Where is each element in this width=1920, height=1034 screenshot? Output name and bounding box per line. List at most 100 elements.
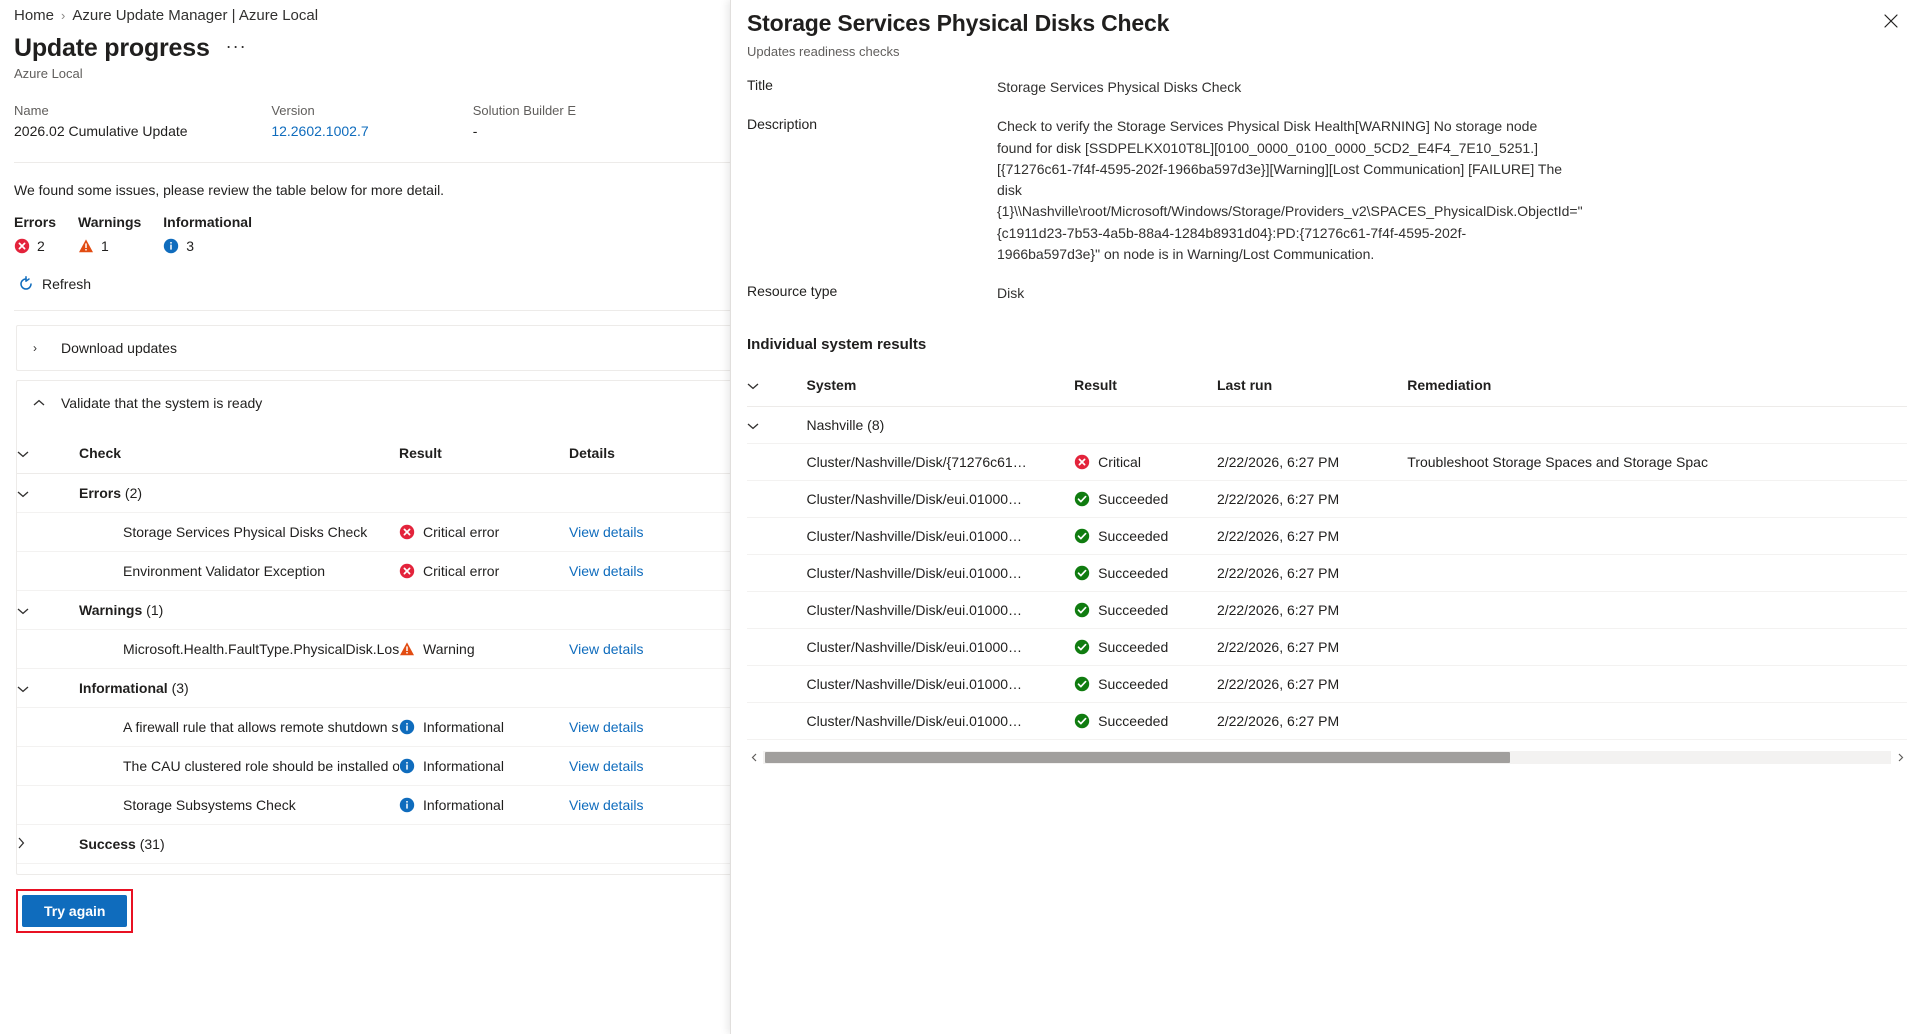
check-result: Informational (399, 785, 569, 825)
row-end-spacer (729, 512, 730, 552)
results-horizontal-scrollbar[interactable] (747, 750, 1907, 765)
view-details-link[interactable]: View details (569, 524, 644, 540)
accordion-validate-system-label: Validate that the system is ready (61, 395, 263, 411)
table-row[interactable]: Cluster/Nashville/Disk/eui.01000… Succee… (747, 517, 1907, 556)
check-group-toggle[interactable] (17, 824, 79, 864)
checks-table: Check Result Details (17, 439, 730, 864)
check-result-label: Informational (423, 719, 504, 735)
breadcrumb-separator-icon: › (61, 8, 66, 23)
breadcrumb-current[interactable]: Azure Update Manager | Azure Local (72, 7, 319, 24)
checks-col-result: Result (399, 439, 569, 474)
table-row[interactable]: A firewall rule that allows remote shutd… (17, 707, 730, 747)
result-status: Succeeded (1074, 628, 1217, 667)
counter-errors-value-row: 2 (14, 238, 56, 254)
result-status-label: Succeeded (1098, 713, 1169, 730)
more-options-button[interactable]: ··· (225, 35, 247, 56)
check-group-row[interactable]: Errors (2) (17, 473, 730, 513)
scroll-left-icon[interactable] (747, 750, 761, 764)
result-status: Critical (1074, 443, 1217, 482)
table-row[interactable]: Storage Services Physical Disks Check Cr… (17, 512, 730, 552)
check-group-row[interactable]: Success (31) (17, 824, 730, 864)
success-check-icon (1074, 676, 1090, 692)
table-row[interactable]: The CAU clustered role should be install… (17, 746, 730, 786)
chevron-down-icon (747, 419, 759, 433)
table-row[interactable]: Environment Validator Exception Critical… (17, 551, 730, 591)
view-details-link[interactable]: View details (569, 641, 644, 657)
check-group-toggle[interactable] (17, 590, 79, 630)
results-group-toggle[interactable] (747, 406, 807, 445)
page-subtitle: Azure Local (14, 66, 83, 81)
table-row[interactable]: Cluster/Nashville/Disk/eui.01000… Succee… (747, 665, 1907, 704)
scroll-right-icon[interactable] (1893, 750, 1907, 764)
field-description: Description Check to verify the Storage … (731, 116, 1920, 265)
scrollbar-track[interactable] (763, 750, 1891, 764)
table-row[interactable]: Cluster/Nashville/Disk/eui.01000… Succee… (747, 591, 1907, 630)
meta-version-value[interactable]: 12.2602.1002.7 (271, 123, 369, 139)
result-lastrun: 2/22/2026, 6:27 PM (1216, 517, 1408, 556)
toolbar: Refresh (0, 254, 730, 296)
table-row[interactable]: Storage Subsystems Check Informational (17, 785, 730, 825)
results-col-result: Result (1074, 371, 1217, 408)
counter-informational-label: Informational (163, 214, 252, 230)
result-lastrun: 2/22/2026, 6:27 PM (1216, 702, 1408, 741)
accordion-validate-system-header[interactable]: Validate that the system is ready (17, 381, 730, 425)
check-result-label: Warning (423, 641, 475, 657)
toolbar-divider (14, 310, 730, 311)
check-group-row[interactable]: Informational (3) (17, 668, 730, 708)
counter-informational-value-row: 3 (163, 238, 252, 254)
checks-col-check: Check (79, 439, 399, 474)
field-description-value: Check to verify the Storage Services Phy… (997, 118, 1583, 262)
view-details-link[interactable]: View details (569, 797, 644, 813)
chevron-down-icon (17, 487, 29, 501)
check-group-name: Informational (79, 680, 168, 696)
view-details-link[interactable]: View details (569, 719, 644, 735)
counter-warnings-value-row: 1 (78, 238, 141, 254)
checks-expand-all-toggle[interactable] (17, 439, 79, 474)
accordion-download-updates-header[interactable]: › Download updates (17, 326, 730, 370)
checks-table-rows: Errors (2) Storage Services Physical Dis… (17, 473, 730, 864)
result-status-label: Succeeded (1098, 602, 1169, 619)
table-row[interactable]: Cluster/Nashville/Disk/eui.01000… Succee… (747, 554, 1907, 593)
breadcrumb-home[interactable]: Home (14, 7, 55, 24)
table-row[interactable]: Cluster/Nashville/Disk/{71276c61… Critic… (747, 443, 1907, 482)
results-table-wrap: System Result Last run Remediation Nash (747, 371, 1907, 741)
view-details-link[interactable]: View details (569, 758, 644, 774)
check-group-toggle[interactable] (17, 473, 79, 513)
results-col-system: System (806, 371, 1075, 408)
result-status: Succeeded (1074, 702, 1217, 741)
check-group-row[interactable]: Warnings (1) (17, 590, 730, 630)
results-expand-all-toggle[interactable] (747, 371, 807, 408)
refresh-button[interactable]: Refresh (16, 272, 97, 296)
success-check-icon (1074, 639, 1090, 655)
chevron-down-icon (17, 447, 29, 461)
table-row[interactable]: Microsoft.Health.FaultType.PhysicalDisk.… (17, 629, 730, 669)
result-system: Cluster/Nashville/Disk/eui.01000… (806, 628, 1075, 667)
check-name: Storage Subsystems Check (79, 785, 399, 825)
success-check-icon (1074, 491, 1090, 507)
row-spacer (17, 551, 79, 591)
field-title: Title Storage Services Physical Disks Ch… (731, 77, 1920, 98)
result-remediation (1407, 628, 1907, 667)
result-system: Cluster/Nashville/Disk/eui.01000… (806, 517, 1075, 556)
success-check-icon (1074, 713, 1090, 729)
results-group-row[interactable]: Nashville (8) (747, 406, 1907, 445)
table-row[interactable]: Cluster/Nashville/Disk/eui.01000… Succee… (747, 702, 1907, 741)
check-group-toggle[interactable] (17, 668, 79, 708)
table-row[interactable]: Cluster/Nashville/Disk/eui.01000… Succee… (747, 480, 1907, 519)
counter-errors: Errors 2 (14, 214, 56, 254)
refresh-icon (18, 276, 34, 292)
table-row[interactable]: Cluster/Nashville/Disk/eui.01000… Succee… (747, 628, 1907, 667)
check-group-name-cell: Success (31) (79, 824, 730, 864)
row-spacer (747, 554, 807, 593)
page-title-row: Update progress ··· (0, 24, 730, 63)
result-status: Succeeded (1074, 554, 1217, 593)
close-icon[interactable] (1876, 6, 1906, 36)
result-status-label: Succeeded (1098, 528, 1169, 545)
chevron-down-icon (17, 604, 29, 618)
try-again-button[interactable]: Try again (22, 895, 128, 927)
check-result-label: Critical error (423, 563, 500, 579)
view-details-link[interactable]: View details (569, 563, 644, 579)
check-result: Warning (399, 629, 569, 669)
scrollbar-thumb[interactable] (765, 751, 1510, 763)
meta-solution-builder-value: - (472, 123, 478, 139)
